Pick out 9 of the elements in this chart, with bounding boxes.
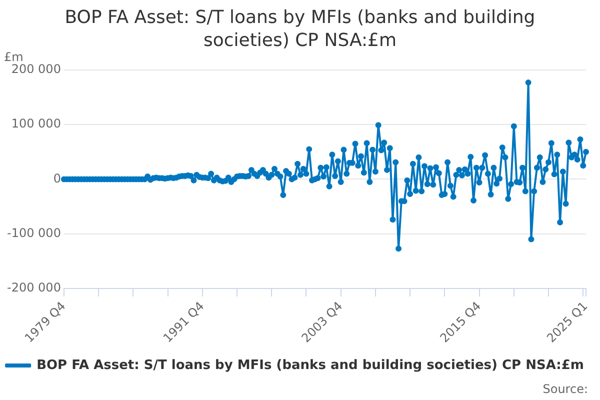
y-tick-label: 100 000 xyxy=(11,116,61,131)
y-tick-label: 200 000 xyxy=(11,62,61,76)
y-tick-label: -200 000 xyxy=(7,280,61,295)
chart-title: BOP FA Asset: S/T loans by MFIs (banks and building societies) CP NSA:£m xyxy=(64,6,536,52)
y-tick-label: -100 000 xyxy=(7,226,61,240)
source-note: Source: xyxy=(542,382,588,396)
y-axis-title: £m xyxy=(4,50,24,64)
y-tick-label: 0 xyxy=(53,171,61,186)
legend-label: BOP FA Asset: S/T loans by MFIs (banks and building societies) CP NSA:£m xyxy=(36,358,584,373)
